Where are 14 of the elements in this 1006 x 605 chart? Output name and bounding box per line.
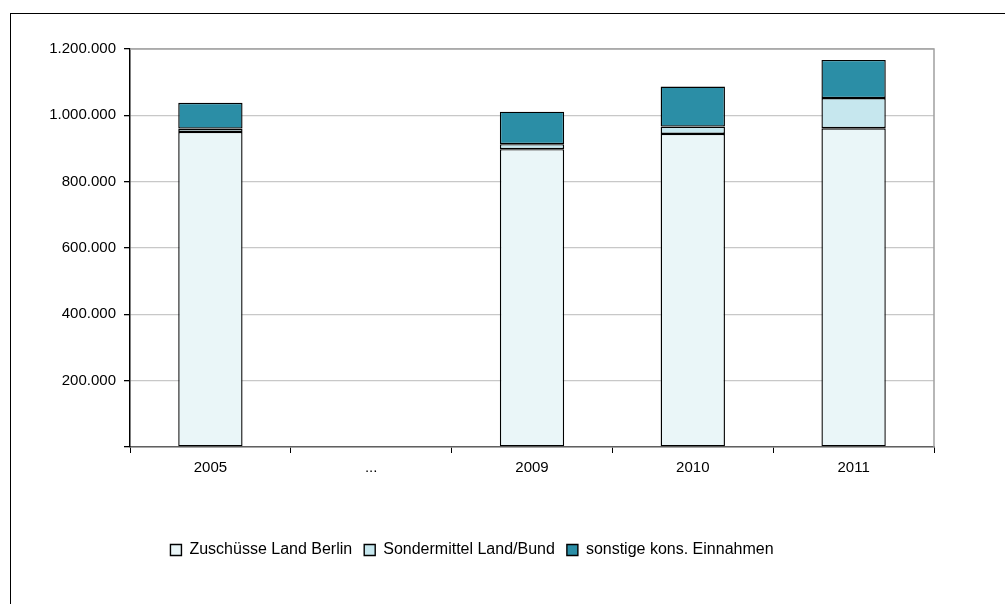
y-tick-label: 400.000 (61, 304, 116, 322)
y-tick-label: 1.200.000 (49, 39, 116, 57)
y-tick-label: 1.000.000 (49, 105, 116, 123)
legend-label: sonstige kons. Einnahmen (585, 540, 774, 558)
x-tick-label: ... (364, 458, 378, 476)
y-tick-label: 200.000 (61, 370, 116, 388)
y-tick-label: 600.000 (61, 238, 116, 256)
x-tick-label: 2011 (837, 458, 870, 476)
x-tick-label: 2009 (515, 458, 549, 476)
legend-label: Zuschüsse Land Berlin (189, 540, 353, 558)
x-tick-label: 2010 (676, 458, 710, 476)
x-tick-label: 2005 (193, 458, 228, 476)
y-tick-label: 800.000 (61, 171, 116, 189)
legend-label: Sondermittel Land/Bund (383, 540, 555, 558)
